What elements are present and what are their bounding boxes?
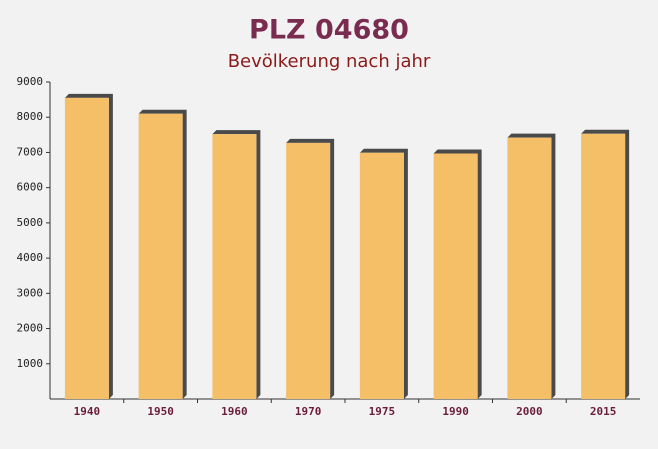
y-tick-label: 3000 [17,286,44,299]
x-tick-label: 1960 [221,405,248,418]
y-tick-label: 2000 [17,322,44,335]
x-tick-label: 1970 [295,405,322,418]
bar [507,137,552,399]
y-tick-label: 5000 [17,216,44,229]
bar [286,142,331,399]
y-tick-label: 8000 [17,110,44,123]
x-tick-label: 1940 [74,405,101,418]
x-tick-label: 2000 [516,405,543,418]
y-tick-label: 1000 [17,357,44,370]
y-tick-label: 4000 [17,251,44,264]
bar [212,134,257,399]
y-tick-label: 7000 [17,145,44,158]
x-tick-label: 1950 [147,405,174,418]
bar [433,153,478,399]
x-tick-label: 1990 [442,405,469,418]
chart-title: PLZ 04680 [249,15,409,46]
x-tick-label: 2015 [590,405,617,418]
y-tick-label: 9000 [17,75,44,88]
y-tick-label: 6000 [17,181,44,194]
bar [138,113,183,399]
x-tick-label: 1975 [369,405,396,418]
chart-subtitle: Bevölkerung nach jahr [228,51,431,72]
bar [64,97,109,399]
bar [581,133,626,399]
bar [359,152,404,399]
